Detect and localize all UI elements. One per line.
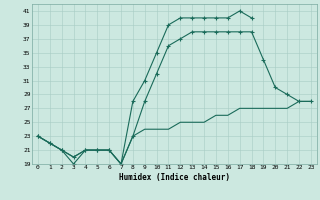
X-axis label: Humidex (Indice chaleur): Humidex (Indice chaleur) [119, 173, 230, 182]
